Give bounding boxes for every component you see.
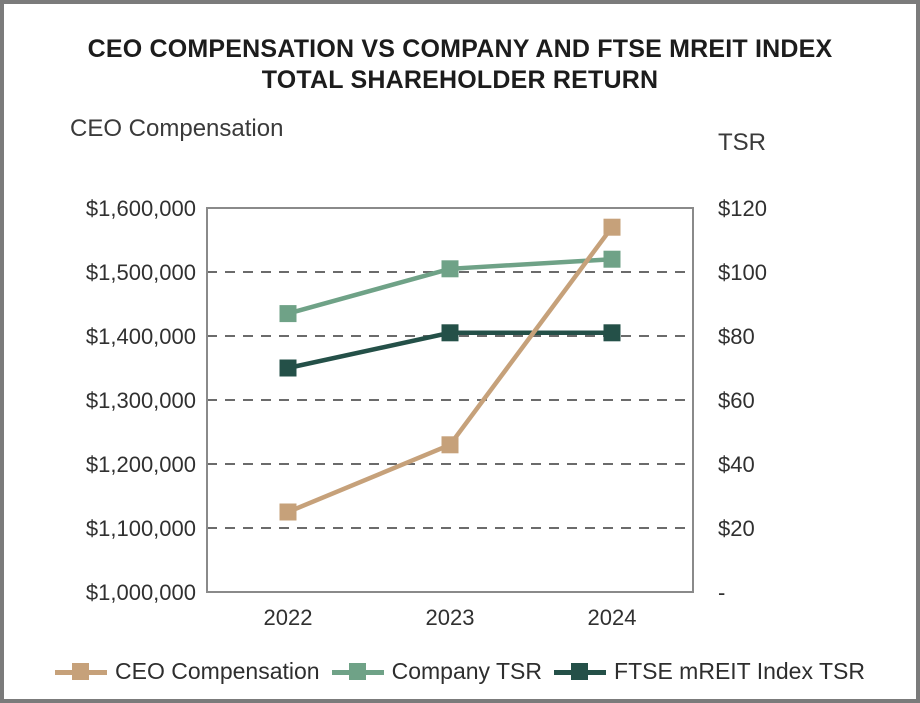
series-marker-square [279,503,297,521]
legend-square-swatch [571,662,589,680]
series-marker-square [603,218,621,236]
chart-title-line-2: TOTAL SHAREHOLDER RETURN [261,66,659,94]
chart-title: CEO COMPENSATION VS COMPANY AND FTSE MRE… [4,34,916,96]
chart-title-line-1: CEO COMPENSATION VS COMPANY AND FTSE MRE… [87,35,833,63]
plot-border [206,207,694,593]
legend-item-ftse-mreit-index-tsr: FTSE mREIT Index TSR [554,658,865,685]
right-axis-tick-label: $20 [718,516,755,541]
right-axis-tick-label: $60 [718,388,755,413]
x-axis-tick-label: 2024 [588,605,637,630]
left-axis-tick-label: $1,200,000 [86,452,196,477]
legend-square-marker-icon [55,662,108,682]
right-axis-tick-label: $40 [718,452,755,477]
left-axis-tick-label: $1,500,000 [86,260,196,285]
left-axis-title: CEO Compensation [70,115,284,142]
series-marker-square [603,250,621,268]
legend-label: CEO Compensation [115,658,320,684]
left-axis-tick-label: $1,400,000 [86,324,196,349]
legend-square-marker-icon [554,662,607,682]
right-axis-tick-label: $100 [718,260,767,285]
legend-label: FTSE mREIT Index TSR [614,658,865,684]
chart-plot: $1,600,000 $1,500,000 $1,400,000 $1,300,000… [86,196,767,630]
series-marker-square [279,305,297,323]
series-marker-square [603,324,621,342]
legend-square-marker-icon [331,662,384,682]
left-axis-tick-label: $1,100,000 [86,516,196,541]
legend-square-swatch [348,662,366,680]
x-axis-tick-label: 2022 [264,605,313,630]
series-marker-square [441,324,459,342]
legend-square-swatch [72,662,90,680]
x-axis-tick-label: 2023 [426,605,475,630]
right-axis-tick-label: - [718,580,725,605]
right-axis-tick-label: $80 [718,324,755,349]
legend: CEO Compensation Company TSR FTSE mREIT … [4,658,916,685]
series-marker-square [441,436,459,454]
series-marker-square [279,359,297,377]
left-axis-tick-label: $1,600,000 [86,196,196,221]
right-axis-title: TSR [718,129,766,156]
right-axis-tick-label: $120 [718,196,767,221]
legend-item-company-tsr: Company TSR [331,658,543,685]
legend-item-ceo-compensation: CEO Compensation [55,658,320,685]
left-axis-tick-label: $1,000,000 [86,580,196,605]
left-axis-tick-label: $1,300,000 [86,388,196,413]
series-marker-square [441,260,459,278]
legend-label: Company TSR [391,658,543,684]
